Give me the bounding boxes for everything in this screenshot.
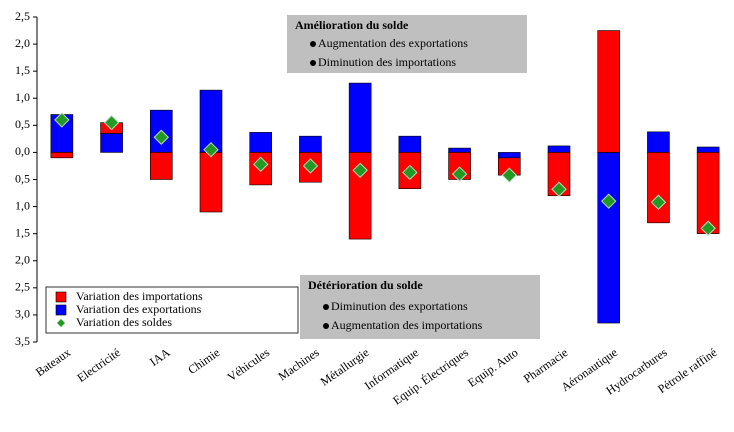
y-tick-label: 0,0 bbox=[15, 144, 30, 158]
y-tick-label: 1,0 bbox=[15, 198, 30, 212]
legend-marker bbox=[57, 319, 65, 327]
annotation-item: Diminution des exportations bbox=[331, 299, 468, 313]
annotation-box bbox=[287, 15, 527, 73]
y-tick-label: 0,5 bbox=[15, 117, 30, 131]
x-tick-label-group: Electricité bbox=[74, 345, 122, 385]
bar bbox=[597, 30, 621, 153]
point bbox=[700, 220, 716, 236]
point bbox=[54, 112, 70, 128]
bullet bbox=[310, 41, 316, 47]
legend-label: Variation des importations bbox=[76, 289, 203, 303]
x-tick-label-group: IAA bbox=[147, 345, 173, 369]
bullet bbox=[323, 323, 329, 329]
x-tick-label-group: Equip. Auto bbox=[465, 345, 521, 390]
bar bbox=[448, 147, 471, 153]
x-tick-label-group: Chimie bbox=[185, 345, 222, 377]
point bbox=[402, 164, 418, 181]
bar bbox=[398, 135, 422, 153]
bar bbox=[199, 152, 223, 213]
x-tick-label: Véhicules bbox=[225, 345, 273, 384]
x-tick-label: IAA bbox=[147, 345, 173, 369]
y-tick-label: 3,5 bbox=[15, 334, 30, 348]
y-tick-label: 2,0 bbox=[15, 253, 30, 267]
legend-marker bbox=[55, 304, 67, 316]
point bbox=[103, 114, 120, 131]
annotation-box bbox=[300, 275, 540, 339]
x-tick-label: Chimie bbox=[185, 345, 222, 377]
point bbox=[601, 193, 617, 209]
bar bbox=[647, 152, 670, 224]
y-tick-label: 2,5 bbox=[15, 280, 30, 294]
bar bbox=[348, 82, 372, 153]
x-tick-label-group: Machines bbox=[275, 345, 322, 383]
point bbox=[650, 194, 667, 210]
bar bbox=[696, 146, 720, 153]
legend-box bbox=[45, 286, 299, 334]
bar bbox=[597, 152, 621, 324]
bar bbox=[547, 145, 571, 153]
bar bbox=[647, 131, 670, 153]
x-tick-label-group: Véhicules bbox=[225, 345, 273, 384]
bar bbox=[249, 132, 273, 153]
point bbox=[203, 142, 219, 158]
y-tick-label: 0,5 bbox=[15, 171, 30, 185]
y-tick-label: 1,5 bbox=[15, 63, 30, 77]
x-tick-label: Electricité bbox=[74, 345, 122, 385]
bar bbox=[497, 152, 521, 159]
point bbox=[302, 158, 319, 174]
point bbox=[352, 162, 368, 178]
y-tick-label: 3,0 bbox=[15, 307, 30, 321]
bar bbox=[50, 152, 74, 159]
bar bbox=[348, 152, 372, 240]
bullet bbox=[310, 60, 316, 66]
legend-marker bbox=[55, 291, 67, 303]
y-tick-label: 1,5 bbox=[15, 225, 30, 239]
y-tick-label: 2,0 bbox=[15, 36, 30, 50]
bar bbox=[100, 133, 123, 153]
legend-label: Variation des exportations bbox=[76, 302, 202, 316]
annotation-item: Augmentation des exportations bbox=[318, 36, 468, 50]
bullet bbox=[323, 304, 329, 310]
bar bbox=[149, 152, 173, 180]
annotation-item: Augmentation des importations bbox=[331, 318, 483, 332]
legend-label: Variation des soldes bbox=[76, 315, 172, 329]
annotation-title: Amélioration du solde bbox=[295, 18, 409, 32]
bar bbox=[299, 135, 322, 153]
y-tick-label: 1,0 bbox=[15, 90, 30, 104]
annotation-item: Diminution des importations bbox=[318, 55, 456, 69]
x-tick-label: Equip. Auto bbox=[465, 345, 521, 390]
x-tick-label-group: Bateaux bbox=[33, 345, 73, 379]
x-tick-label: Bateaux bbox=[33, 345, 73, 379]
point bbox=[551, 181, 567, 197]
point bbox=[501, 167, 517, 183]
point bbox=[153, 129, 169, 145]
point bbox=[253, 156, 269, 173]
y-tick-label: 2,5 bbox=[15, 9, 30, 23]
x-tick-label: Machines bbox=[275, 345, 322, 383]
point bbox=[451, 166, 468, 182]
annotation-title: Détérioration du solde bbox=[308, 278, 423, 292]
